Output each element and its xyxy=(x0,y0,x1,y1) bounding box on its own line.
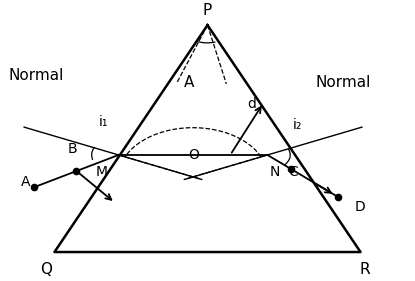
Text: Q: Q xyxy=(40,262,52,277)
Text: M: M xyxy=(95,165,107,178)
Text: N: N xyxy=(269,165,280,179)
Text: i₂: i₂ xyxy=(293,118,303,132)
Text: R: R xyxy=(359,262,370,277)
Text: P: P xyxy=(203,3,212,18)
Text: i₁: i₁ xyxy=(98,115,108,129)
Text: C: C xyxy=(288,165,298,178)
Text: Normal: Normal xyxy=(315,75,371,90)
Text: O: O xyxy=(188,148,199,162)
Text: Normal: Normal xyxy=(9,68,64,83)
Text: A: A xyxy=(184,75,194,90)
Text: A: A xyxy=(21,175,30,189)
Text: D: D xyxy=(354,200,365,214)
Text: B: B xyxy=(68,142,77,157)
Text: d: d xyxy=(247,98,256,111)
